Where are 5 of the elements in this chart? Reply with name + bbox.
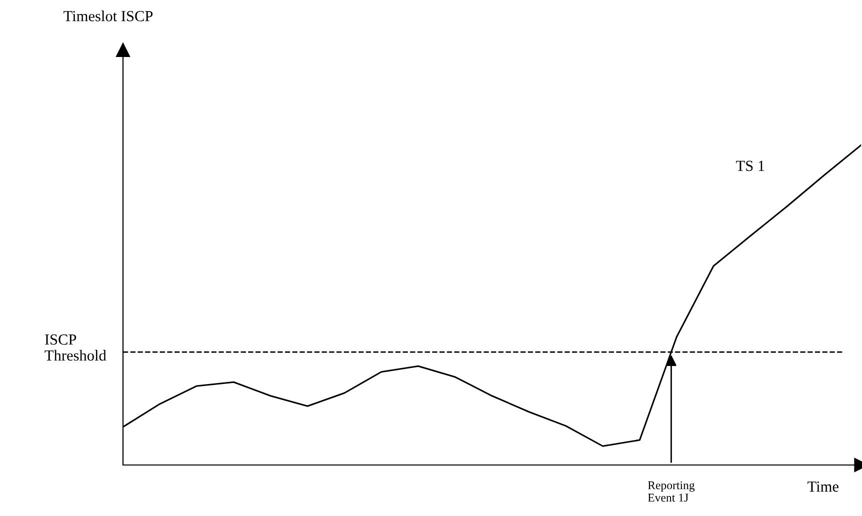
text: Timeslot ISCP — [64, 10, 153, 22]
ref-line-label: ISCP Threshold — [44, 334, 106, 361]
text: TS 1 — [736, 160, 764, 172]
x-axis-title: Time — [808, 481, 838, 492]
text: Reporting Event 1J — [648, 481, 695, 502]
